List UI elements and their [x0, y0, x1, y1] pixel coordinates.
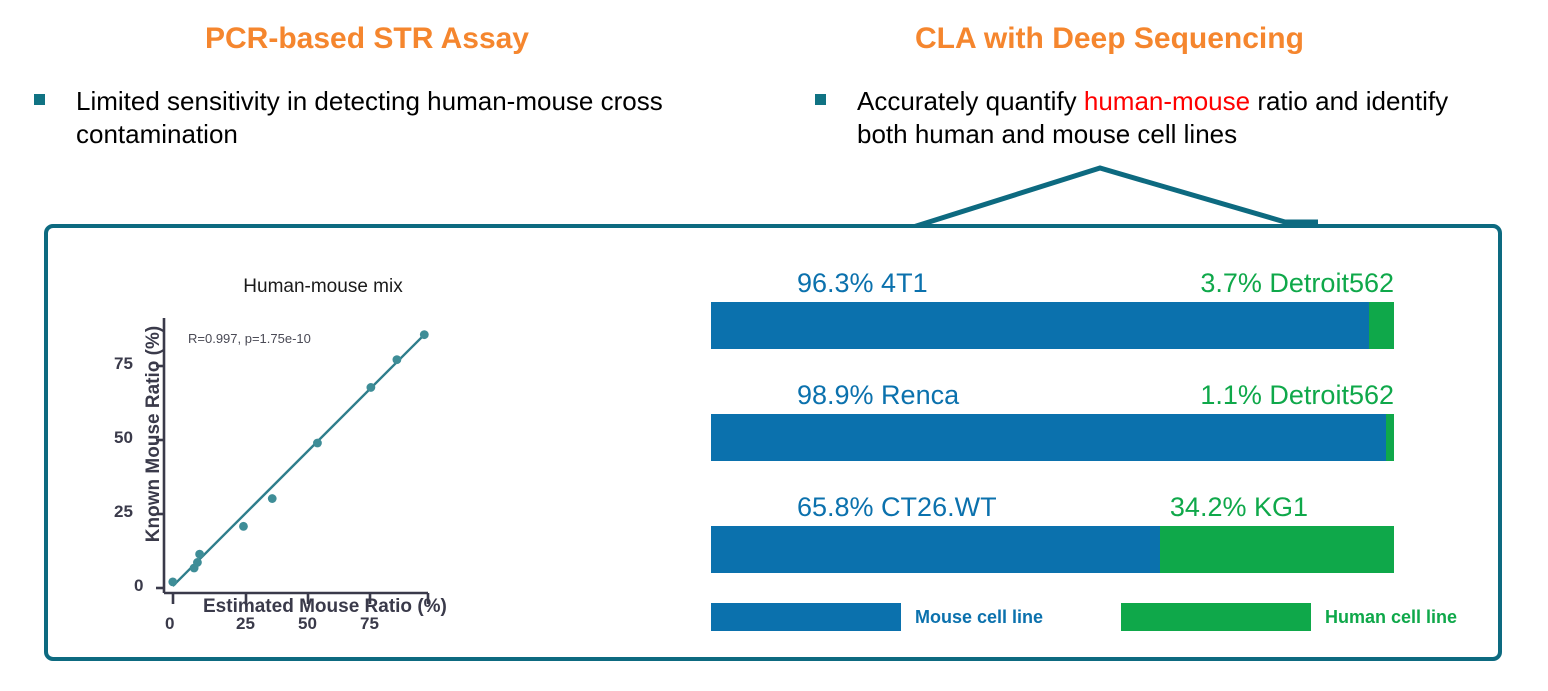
- bar-segment-mouse: [711, 526, 1161, 573]
- bar-segment-human: [1368, 302, 1394, 349]
- legend-item-mouse: Mouse cell line: [711, 603, 1043, 631]
- legend-swatch-mouse: [711, 603, 901, 631]
- bar-label-human: 1.1% Detroit562: [1200, 380, 1394, 410]
- legend-label-mouse: Mouse cell line: [915, 606, 1044, 627]
- scatter-point: [267, 494, 277, 503]
- scatter-point: [313, 438, 322, 448]
- bullet-square-icon: [815, 94, 826, 105]
- bar-label-mouse: 98.9% Renca: [797, 380, 960, 410]
- scatter-plot-title: Human-mouse mix: [243, 276, 403, 297]
- bullet-right-text: Accurately quantify human-mouse ratio an…: [857, 85, 1485, 151]
- bar-segment-mouse: [711, 414, 1387, 461]
- bar-row-labels: 98.9% Renca 1.1% Detroit562: [711, 380, 1394, 414]
- scatter-ytick-25: 25: [114, 502, 133, 521]
- chart-legend: Mouse cell line Human cell line: [711, 603, 1457, 633]
- scatter-series: [168, 330, 429, 587]
- heading-cla-deep-sequencing: CLA with Deep Sequencing: [915, 22, 1304, 55]
- bullet-right-text-part2: ratio and identify both human and mouse …: [857, 86, 1449, 150]
- scatter-point: [168, 577, 178, 587]
- bar-row: 65.8% CT26.WT 34.2% KG1: [711, 492, 1394, 573]
- scatter-xtick-75: 75: [360, 614, 379, 633]
- scatter-xtick-25: 25: [236, 614, 255, 633]
- scatter-point: [366, 383, 376, 392]
- bullet-square-icon: [34, 94, 45, 105]
- bar-track: [711, 526, 1394, 573]
- legend-label-human: Human cell line: [1325, 606, 1458, 627]
- scatter-x-axis-title: Estimated Mouse Ratio (%): [203, 596, 447, 617]
- bar-label-human: 34.2% KG1: [1169, 492, 1308, 522]
- bullet-right-highlight: human-mouse: [1083, 86, 1251, 116]
- bar-segment-human: [1386, 414, 1394, 461]
- bar-segment-human: [1160, 526, 1394, 573]
- callout-pointer-icon: [909, 165, 1318, 230]
- bar-row: 96.3% 4T1 3.7% Detroit562: [711, 268, 1394, 349]
- scatter-plot: Human-mouse mix Known Mouse Ratio (%) Es…: [108, 248, 528, 638]
- scatter-plot-canvas: [156, 318, 430, 604]
- bar-segment-mouse: [711, 302, 1369, 349]
- heading-pcr-str-assay: PCR-based STR Assay: [205, 22, 529, 55]
- bar-label-human: 3.7% Detroit562: [1200, 268, 1394, 298]
- bar-track: [711, 302, 1394, 349]
- content-panel: Human-mouse mix Known Mouse Ratio (%) Es…: [44, 224, 1502, 661]
- bar-row-labels: 65.8% CT26.WT 34.2% KG1: [711, 492, 1394, 526]
- scatter-point: [419, 330, 429, 340]
- scatter-ytick-75: 75: [114, 354, 133, 373]
- scatter-ytick-0: 0: [134, 576, 144, 595]
- legend-item-human: Human cell line: [1121, 603, 1457, 631]
- bullet-left: Limited sensitivity in detecting human-m…: [34, 85, 794, 151]
- bullet-right-text-part1: Accurately quantify: [857, 86, 1084, 116]
- scatter-ytick-50: 50: [114, 428, 133, 447]
- bar-label-mouse: 96.3% 4T1: [797, 268, 928, 298]
- scatter-point: [193, 558, 202, 567]
- bar-row: 98.9% Renca 1.1% Detroit562: [711, 380, 1394, 461]
- scatter-xtick-0: 0: [165, 614, 175, 633]
- bullet-right: Accurately quantify human-mouse ratio an…: [815, 85, 1485, 151]
- scatter-xtick-50: 50: [298, 614, 317, 633]
- bullet-left-text: Limited sensitivity in detecting human-m…: [76, 86, 663, 150]
- scatter-point: [392, 355, 402, 365]
- bar-track: [711, 414, 1394, 461]
- stacked-bar-chart: 96.3% 4T1 3.7% Detroit562 98.9% Renca 1.…: [711, 228, 1457, 665]
- scatter-point: [195, 549, 205, 559]
- bar-label-mouse: 65.8% CT26.WT: [797, 492, 997, 522]
- legend-swatch-human: [1121, 603, 1311, 631]
- scatter-annotation: R=0.997, p=1.75e-10: [188, 331, 311, 346]
- bar-row-labels: 96.3% 4T1 3.7% Detroit562: [711, 268, 1394, 302]
- scatter-point: [239, 521, 248, 531]
